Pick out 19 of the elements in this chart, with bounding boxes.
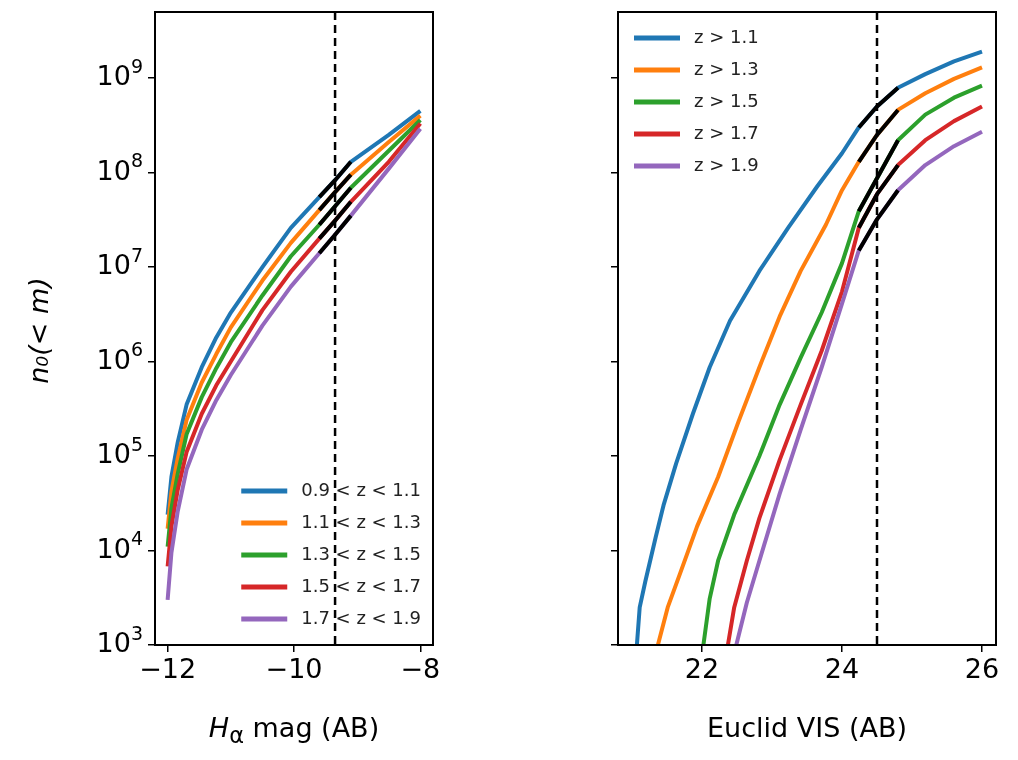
legend-label: z > 1.9 [694, 153, 759, 175]
x-tick-label: 26 [964, 653, 1000, 685]
x-tick-label: −12 [139, 653, 197, 685]
legend-label: 1.5 < z < 1.7 [301, 574, 422, 596]
legend-label: 1.3 < z < 1.5 [301, 542, 422, 564]
legend-label: z > 1.3 [694, 57, 759, 79]
legend-label: 1.7 < z < 1.9 [301, 606, 422, 628]
legend-label: z > 1.1 [694, 25, 759, 47]
legend-label: 0.9 < z < 1.1 [301, 478, 422, 500]
x-tick-label: 24 [824, 653, 860, 685]
x-tick-label: 22 [684, 653, 720, 685]
y-axis-title: n₀(< m) [22, 276, 54, 384]
legend-label: 1.1 < z < 1.3 [301, 510, 422, 532]
x-axis-title: Euclid VIS (AB) [706, 712, 908, 743]
legend-label: z > 1.7 [694, 121, 759, 143]
x-tick-label: −10 [265, 653, 323, 685]
x-tick-label: −8 [400, 653, 441, 685]
legend-label: z > 1.5 [694, 89, 759, 111]
x-axis-title: H$_{α}$ mag (AB) [207, 712, 381, 749]
